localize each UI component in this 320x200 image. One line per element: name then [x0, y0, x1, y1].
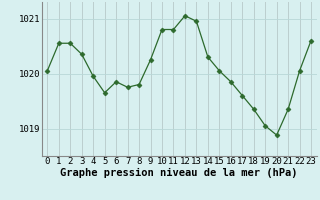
X-axis label: Graphe pression niveau de la mer (hPa): Graphe pression niveau de la mer (hPa): [60, 168, 298, 178]
